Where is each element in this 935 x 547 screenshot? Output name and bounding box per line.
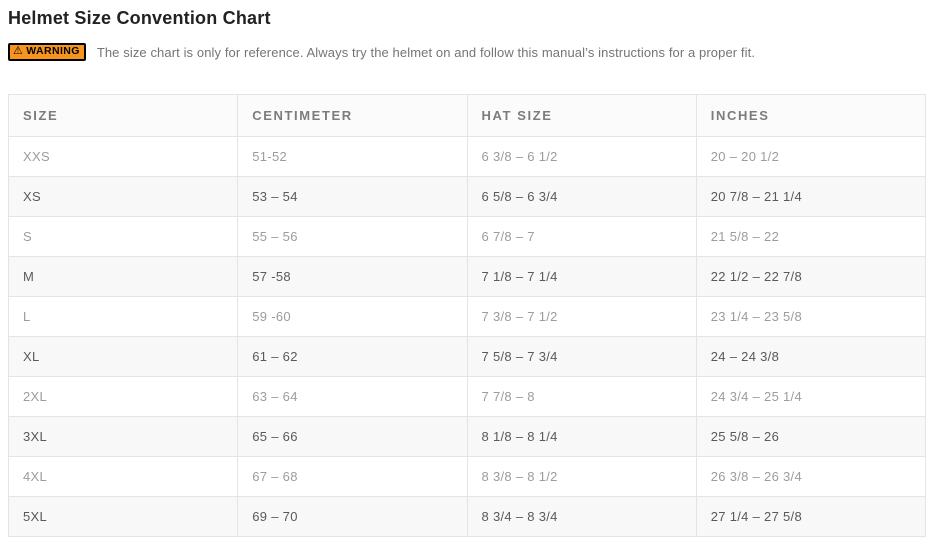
cell-centimeter: 55 – 56 — [237, 216, 468, 257]
cell-inches: 20 – 20 1/2 — [695, 136, 927, 177]
cell-size: L — [7, 296, 239, 337]
table-body: XXS 51-52 6 3/8 – 6 1/2 20 – 20 1/2 XS 5… — [7, 136, 927, 537]
table-row: XXS 51-52 6 3/8 – 6 1/2 20 – 20 1/2 — [7, 136, 927, 177]
cell-centimeter: 63 – 64 — [237, 376, 468, 417]
cell-inches: 24 – 24 3/8 — [695, 336, 927, 377]
cell-hat-size: 6 5/8 – 6 3/4 — [466, 176, 697, 217]
table-header: SIZE CENTIMETER HAT SIZE INCHES — [7, 94, 927, 137]
table-row: S 55 – 56 6 7/8 – 7 21 5/8 – 22 — [7, 216, 927, 257]
cell-centimeter: 67 – 68 — [237, 456, 468, 497]
cell-centimeter: 65 – 66 — [237, 416, 468, 457]
cell-centimeter: 53 – 54 — [237, 176, 468, 217]
cell-inches: 23 1/4 – 23 5/8 — [695, 296, 927, 337]
cell-hat-size: 6 7/8 – 7 — [466, 216, 697, 257]
warning-text: The size chart is only for reference. Al… — [96, 44, 756, 60]
cell-size: M — [7, 256, 239, 297]
cell-hat-size: 8 1/8 – 8 1/4 — [466, 416, 697, 457]
cell-hat-size: 7 3/8 – 7 1/2 — [466, 296, 697, 337]
table-row: 5XL 69 – 70 8 3/4 – 8 3/4 27 1/4 – 27 5/… — [7, 496, 927, 537]
cell-hat-size: 6 3/8 – 6 1/2 — [466, 136, 697, 177]
cell-size: XXS — [7, 136, 239, 177]
table-row: 3XL 65 – 66 8 1/8 – 8 1/4 25 5/8 – 26 — [7, 416, 927, 457]
cell-centimeter: 57 -58 — [237, 256, 468, 297]
warning-badge: ⚠ WARNING — [8, 43, 86, 61]
helmet-size-table: SIZE CENTIMETER HAT SIZE INCHES XXS 51-5… — [7, 94, 927, 537]
cell-centimeter: 51-52 — [237, 136, 468, 177]
cell-inches: 26 3/8 – 26 3/4 — [695, 456, 927, 497]
table-row: 4XL 67 – 68 8 3/8 – 8 1/2 26 3/8 – 26 3/… — [7, 456, 927, 497]
cell-size: 2XL — [7, 376, 239, 417]
cell-size: XS — [7, 176, 239, 217]
cell-centimeter: 69 – 70 — [237, 496, 468, 537]
cell-inches: 22 1/2 – 22 7/8 — [695, 256, 927, 297]
cell-hat-size: 7 5/8 – 7 3/4 — [466, 336, 697, 377]
table-row: L 59 -60 7 3/8 – 7 1/2 23 1/4 – 23 5/8 — [7, 296, 927, 337]
cell-size: 5XL — [7, 496, 239, 537]
table-row: XL 61 – 62 7 5/8 – 7 3/4 24 – 24 3/8 — [7, 336, 927, 377]
column-header-size: SIZE — [7, 94, 239, 137]
warning-badge-label: WARNING — [26, 45, 80, 57]
cell-centimeter: 59 -60 — [237, 296, 468, 337]
table-row: M 57 -58 7 1/8 – 7 1/4 22 1/2 – 22 7/8 — [7, 256, 927, 297]
cell-inches: 21 5/8 – 22 — [695, 216, 927, 257]
cell-size: XL — [7, 336, 239, 377]
cell-size: 3XL — [7, 416, 239, 457]
cell-size: S — [7, 216, 239, 257]
cell-size: 4XL — [7, 456, 239, 497]
cell-hat-size: 7 1/8 – 7 1/4 — [466, 256, 697, 297]
table-row: XS 53 – 54 6 5/8 – 6 3/4 20 7/8 – 21 1/4 — [7, 176, 927, 217]
cell-hat-size: 8 3/4 – 8 3/4 — [466, 496, 697, 537]
cell-hat-size: 8 3/8 – 8 1/2 — [466, 456, 697, 497]
column-header-inches: INCHES — [695, 94, 927, 137]
page-title: Helmet Size Convention Chart — [8, 8, 271, 28]
cell-inches: 27 1/4 – 27 5/8 — [695, 496, 927, 537]
header-row: SIZE CENTIMETER HAT SIZE INCHES — [7, 94, 927, 137]
cell-inches: 20 7/8 – 21 1/4 — [695, 176, 927, 217]
column-header-hat-size: HAT SIZE — [466, 94, 697, 137]
cell-inches: 24 3/4 – 25 1/4 — [695, 376, 927, 417]
warning-note: ⚠ WARNING The size chart is only for ref… — [8, 43, 926, 61]
column-header-centimeter: CENTIMETER — [237, 94, 468, 137]
table-row: 2XL 63 – 64 7 7/8 – 8 24 3/4 – 25 1/4 — [7, 376, 927, 417]
cell-centimeter: 61 – 62 — [237, 336, 468, 377]
cell-hat-size: 7 7/8 – 8 — [466, 376, 697, 417]
warning-triangle-icon: ⚠ — [13, 45, 24, 57]
cell-inches: 25 5/8 – 26 — [695, 416, 927, 457]
